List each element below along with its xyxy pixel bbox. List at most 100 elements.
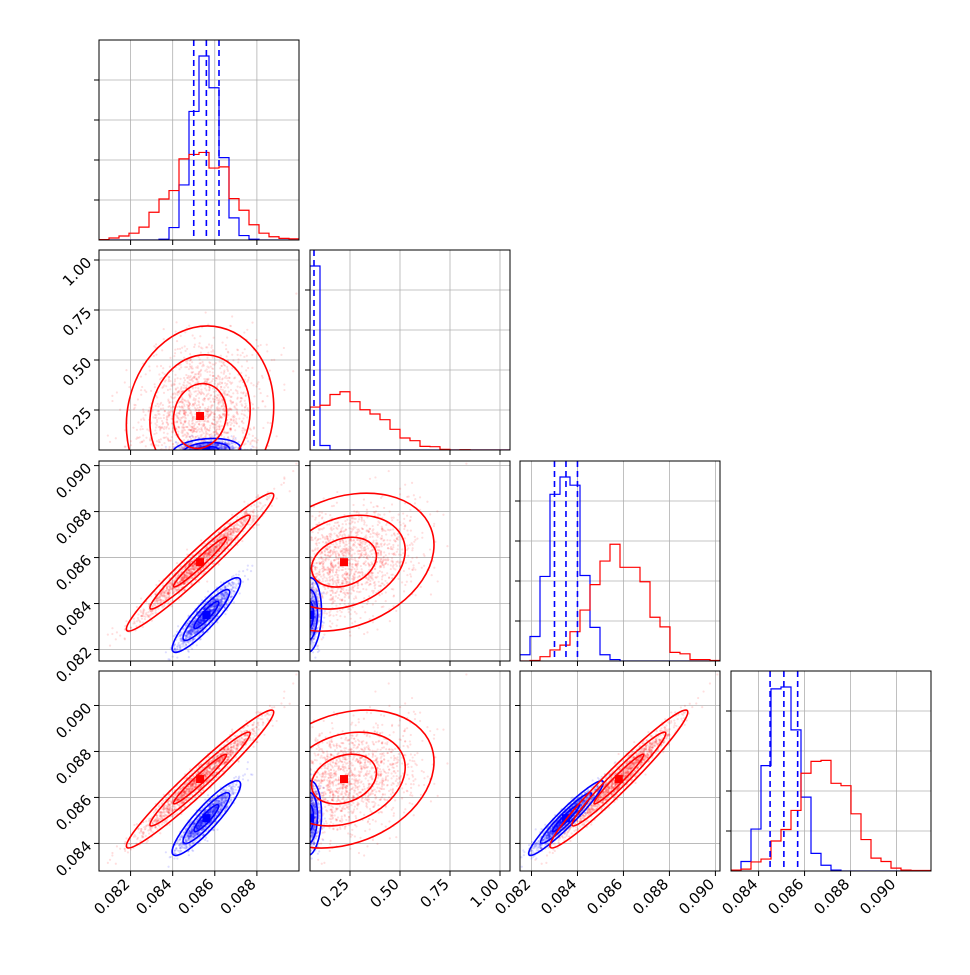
sample-point <box>223 455 225 457</box>
sample-point <box>198 457 200 459</box>
sample-point <box>209 427 211 429</box>
sample-point <box>224 454 226 456</box>
sample-point <box>251 354 253 356</box>
sample-point <box>191 458 193 460</box>
sample-point <box>226 452 228 454</box>
sample-point <box>252 455 254 457</box>
sample-point <box>192 451 194 453</box>
sample-point <box>201 456 203 458</box>
sample-point <box>206 458 208 460</box>
sample-point <box>260 392 262 394</box>
sample-point <box>159 595 161 597</box>
sample-point <box>229 428 231 430</box>
sample-point <box>204 454 206 456</box>
sample-point <box>200 389 202 391</box>
sample-point <box>216 453 218 455</box>
sample-point <box>227 424 229 426</box>
sample-point <box>283 389 285 391</box>
sample-point <box>253 395 255 397</box>
sample-point <box>196 455 198 457</box>
sample-point <box>216 451 218 453</box>
sample-point <box>142 608 144 610</box>
sample-point <box>208 452 210 454</box>
sample-point <box>229 533 231 535</box>
sample-point <box>227 455 229 457</box>
sample-point <box>228 454 230 456</box>
sample-point <box>237 453 239 455</box>
sample-point <box>217 444 219 446</box>
sample-point <box>215 457 217 459</box>
sample-point <box>192 334 194 336</box>
sample-point <box>192 454 194 456</box>
sample-point <box>198 453 200 455</box>
sample-point <box>209 387 211 389</box>
sample-point <box>197 453 199 455</box>
sample-point <box>224 454 226 456</box>
sample-point <box>210 454 212 456</box>
sample-point <box>207 410 209 412</box>
sample-point <box>214 444 216 446</box>
sample-point <box>205 456 207 458</box>
sample-point <box>241 458 243 460</box>
sample-point <box>208 454 210 456</box>
sample-point <box>152 455 154 457</box>
sample-point <box>198 456 200 458</box>
sample-point <box>181 453 183 455</box>
sample-point <box>200 453 202 455</box>
sample-point <box>211 457 213 459</box>
sample-point <box>209 451 211 453</box>
sample-point <box>179 454 181 456</box>
sample-point <box>195 457 197 459</box>
sample-point <box>156 424 158 426</box>
sample-point <box>207 352 209 354</box>
sample-point <box>249 427 251 429</box>
sample-point <box>216 458 218 460</box>
sample-point <box>193 456 195 458</box>
sample-point <box>216 458 218 460</box>
sample-point <box>214 383 216 385</box>
sample-point <box>190 375 192 377</box>
sample-point <box>215 390 217 392</box>
sample-point <box>189 455 191 457</box>
sample-point <box>221 549 223 551</box>
sample-point <box>216 545 218 547</box>
sample-point <box>198 451 200 453</box>
sample-point <box>197 456 199 458</box>
sample-point <box>142 411 144 413</box>
sample-point <box>230 453 232 455</box>
sample-point <box>247 440 249 442</box>
sample-point <box>209 374 211 376</box>
sample-point <box>252 403 254 405</box>
sample-point <box>192 451 194 453</box>
sample-point <box>184 458 186 460</box>
sample-point <box>200 453 202 455</box>
sample-point <box>241 540 243 542</box>
sample-point <box>174 380 176 382</box>
sample-point <box>168 457 170 459</box>
sample-point <box>207 453 209 455</box>
sample-point <box>181 347 183 349</box>
sample-point <box>192 451 194 453</box>
sample-point <box>202 458 204 460</box>
sample-point <box>160 365 162 367</box>
sample-point <box>251 440 253 442</box>
sample-point <box>216 453 218 455</box>
sample-point <box>221 534 223 536</box>
sample-point <box>238 528 240 530</box>
sample-point <box>201 451 203 453</box>
sample-point <box>153 433 155 435</box>
sample-point <box>188 451 190 453</box>
sample-point <box>189 458 191 460</box>
sample-point <box>111 400 113 402</box>
sample-point <box>203 454 205 456</box>
sample-point <box>187 458 189 460</box>
sample-point <box>198 377 200 379</box>
sample-point <box>217 453 219 455</box>
sample-point <box>191 450 193 452</box>
sample-point <box>182 424 184 426</box>
sample-point <box>124 628 126 630</box>
sample-point <box>212 451 214 453</box>
sample-point <box>175 452 177 454</box>
sample-point <box>190 455 192 457</box>
sample-point <box>224 382 226 384</box>
